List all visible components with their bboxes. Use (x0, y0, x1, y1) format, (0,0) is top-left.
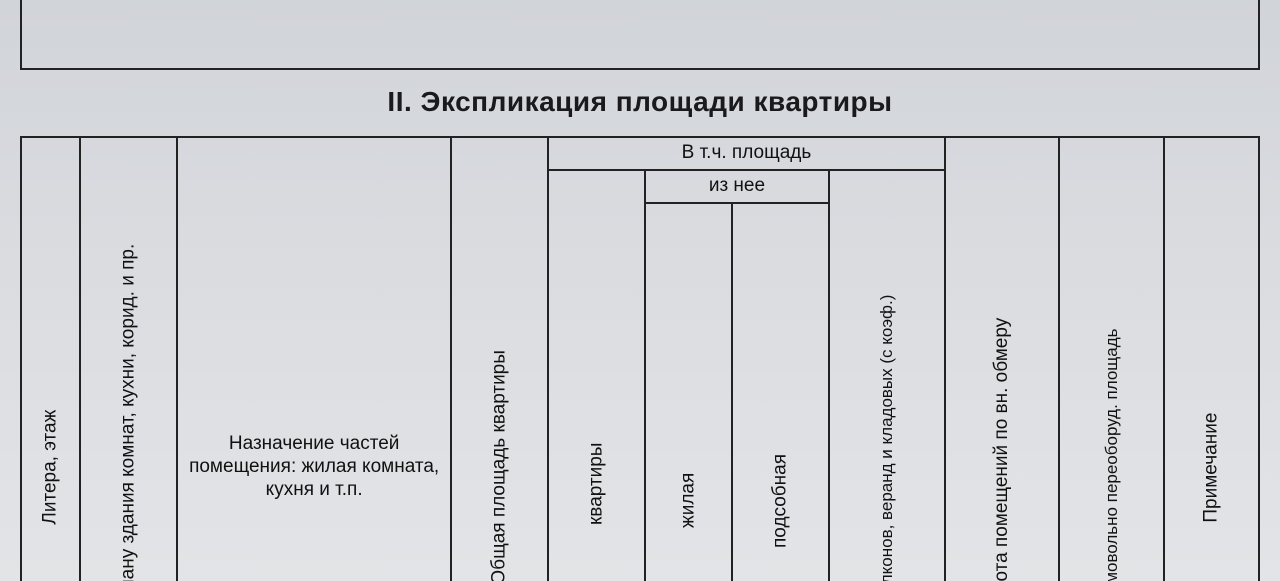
hdr-nazn: Назначение частей помещения: жилая комна… (177, 137, 451, 581)
hdr-zhilaya: жилая (645, 203, 731, 581)
hdr-obsch: Общая площадь квартиры (451, 137, 548, 581)
hdr-kvartiry: квартиры (548, 170, 645, 581)
hdr-lodzhij: лоджий, болконов, веранд и кладовых (с к… (829, 170, 945, 581)
hdr-vysota: Высота помещений по вн. обмеру (945, 137, 1059, 581)
document-page: II. Экспликация площади квартиры (0, 0, 1280, 581)
section-title: II. Экспликация площади квартиры (20, 70, 1260, 136)
hdr-prim: Примечание (1164, 137, 1259, 581)
table-header: Литера, этаж Номер по плану здания комна… (21, 137, 1259, 581)
hdr-nomer: Номер по плану здания комнат, кухни, кор… (80, 137, 177, 581)
sheet: II. Экспликация площади квартиры (20, 0, 1260, 581)
upper-empty-box (20, 0, 1260, 70)
explication-table: Литера, этаж Номер по плану здания комна… (20, 136, 1260, 581)
hdr-podsobnaya: подсобная (732, 203, 829, 581)
hdr-samovol: Самовольно переоборуд. площадь (1059, 137, 1164, 581)
hdr-litera: Литера, этаж (21, 137, 80, 581)
hdr-vtch: В т.ч. площадь (548, 137, 944, 170)
